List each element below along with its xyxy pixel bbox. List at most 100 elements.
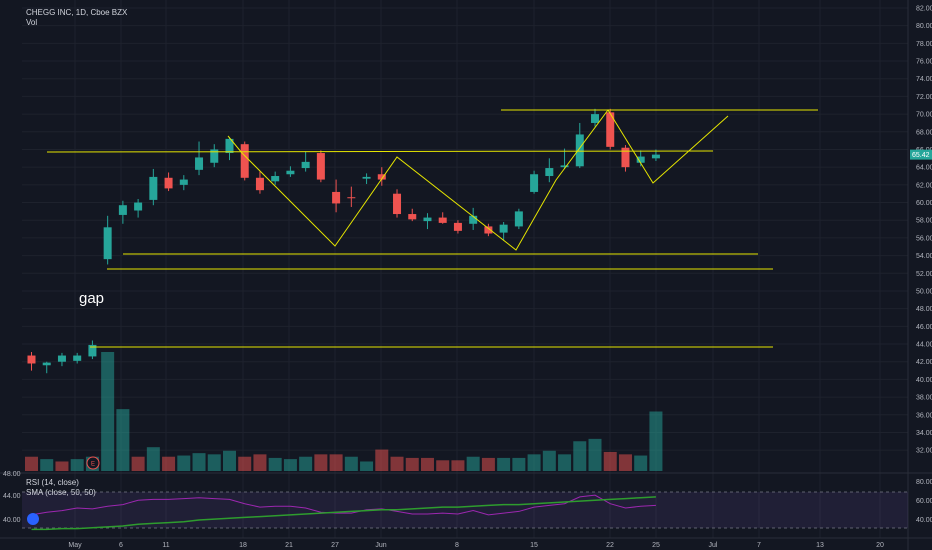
candle-body: [42, 362, 51, 366]
volume-bar: [177, 455, 191, 471]
date-tick-label: Jul: [709, 542, 718, 549]
volume-bar: [512, 457, 526, 471]
volume-bar: [222, 450, 236, 471]
price-tick-label: 60.00: [916, 200, 932, 207]
volume-bar: [70, 459, 84, 471]
earnings-icon-label: E: [91, 462, 95, 468]
rsi-left-tick-label: 48.00: [3, 471, 21, 478]
price-tick-label: 44.00: [916, 342, 932, 349]
volume-bar: [238, 456, 252, 471]
candle-body: [393, 193, 402, 215]
volume-bar: [192, 453, 206, 471]
date-tick-label: 7: [757, 542, 761, 549]
price-tick-label: 42.00: [916, 359, 932, 366]
price-tick-label: 38.00: [916, 395, 932, 402]
volume-bar: [542, 450, 556, 471]
price-tick-label: 50.00: [916, 288, 932, 295]
volume-bar: [497, 457, 511, 471]
candle-body: [591, 114, 600, 123]
trendline: [46, 150, 714, 153]
date-tick-label: 15: [530, 542, 538, 549]
volume-bar: [390, 456, 404, 471]
candle-body: [255, 177, 264, 191]
volume-bar: [25, 456, 38, 471]
candle-body: [73, 355, 82, 361]
volume-bar: [344, 456, 358, 471]
candle-body: [408, 214, 417, 220]
candle-body: [514, 211, 523, 227]
candle-body: [499, 224, 508, 233]
candle-body: [606, 112, 615, 147]
price-tick-label: 40.00: [916, 377, 932, 384]
volume-bar: [207, 454, 221, 471]
price-tick-label: 72.00: [916, 94, 932, 101]
volume-bar: [573, 441, 587, 471]
volume-bar: [436, 460, 450, 471]
candle-body: [301, 161, 310, 169]
price-tick-label: 70.00: [916, 112, 932, 119]
price-tick-label: 74.00: [916, 76, 932, 83]
volume-bar: [558, 454, 572, 471]
price-tick-label: 52.00: [916, 271, 932, 278]
price-tick-label: 56.00: [916, 235, 932, 242]
price-tick-label: 76.00: [916, 59, 932, 66]
price-tick-label: 82.00: [916, 6, 932, 13]
price-tick-label: 62.00: [916, 182, 932, 189]
volume-label: Vol: [26, 18, 38, 27]
date-tick-label: 20: [876, 542, 884, 549]
rsi-left-tick-label: 44.00: [3, 493, 21, 500]
date-tick-label: 25: [652, 542, 660, 549]
sma-legend: SMA (close, 50, 50): [26, 488, 102, 497]
volume-bar: [299, 456, 313, 471]
date-tick-label: 22: [606, 542, 614, 549]
volume-bar: [527, 454, 541, 471]
date-tick-label: 13: [816, 542, 824, 549]
price-tick-label: 48.00: [916, 306, 932, 313]
last-price-tag: [910, 149, 932, 160]
candle-body: [423, 217, 432, 222]
candle-body: [179, 179, 188, 185]
candle-body: [240, 144, 249, 178]
date-tick-label: 27: [331, 542, 339, 549]
price-tick-label: 32.00: [916, 448, 932, 455]
price-tick-label: 54.00: [916, 253, 932, 260]
volume-bar: [420, 457, 434, 471]
price-tick-label: 34.00: [916, 430, 932, 437]
volume-bar: [55, 461, 69, 471]
volume-bar: [314, 454, 328, 471]
price-tick-label: 46.00: [916, 324, 932, 331]
volume-bar: [588, 438, 602, 471]
volume-bar: [618, 454, 632, 471]
candle-body: [545, 168, 554, 177]
price-tick-label: 68.00: [916, 129, 932, 136]
price-tick-label: 58.00: [916, 218, 932, 225]
price-tick-label: 78.00: [916, 41, 932, 48]
rsi-tick-label: 40.00: [916, 517, 932, 524]
candle-body: [575, 134, 584, 167]
volume-bar: [283, 459, 297, 471]
candle-body: [362, 176, 371, 179]
candle-body: [438, 217, 447, 223]
candle-body: [225, 138, 234, 154]
date-tick-label: 6: [119, 542, 123, 549]
candle-body: [210, 149, 219, 163]
candle-body: [377, 174, 386, 180]
volume-bar: [649, 411, 663, 471]
rsi-line: [31, 494, 656, 516]
volume-bar: [481, 457, 495, 471]
candle-body: [316, 153, 325, 180]
candle-body: [57, 355, 66, 362]
candle-body: [195, 157, 204, 170]
date-tick-label: May: [68, 542, 82, 549]
volume-bar: [253, 454, 267, 471]
volume-bar: [466, 456, 480, 471]
volume-bar: [405, 457, 419, 471]
symbol-legend: CHEGG INC, 1D, Cboe BZX: [26, 8, 133, 17]
volume-legend: Vol: [26, 18, 43, 27]
candle-body: [118, 205, 127, 215]
volume-bar: [375, 449, 389, 471]
candle-body: [286, 170, 295, 175]
volume-bar: [634, 455, 648, 471]
volume-bar: [40, 459, 54, 471]
